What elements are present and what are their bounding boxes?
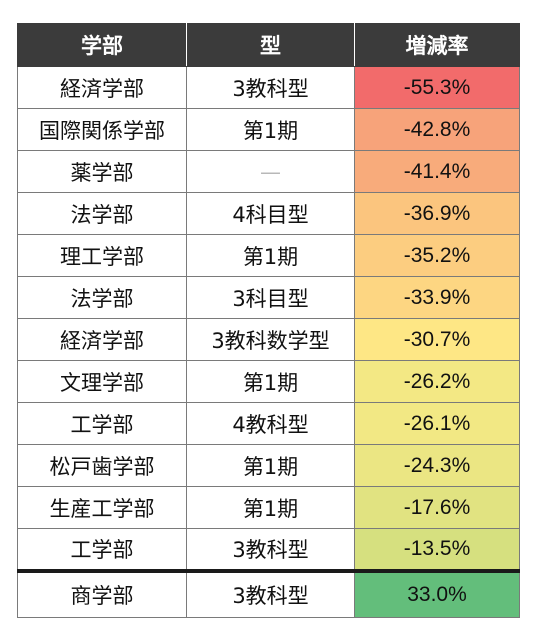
faculty-cell: 経済学部 — [17, 318, 187, 361]
faculty-cell: 工学部 — [17, 402, 187, 445]
type-cell: 4教科型 — [186, 402, 355, 445]
type-cell: — — [186, 150, 355, 193]
table-row: 経済学部 3教科数学型 -30.7% — [17, 318, 520, 361]
table-row: 工学部 4教科型 -26.1% — [17, 402, 520, 445]
type-cell: 3教科型 — [186, 568, 355, 618]
type-cell: 第1期 — [186, 360, 355, 403]
type-cell: 第1期 — [186, 108, 355, 151]
faculty-cell: 松戸歯学部 — [17, 444, 187, 487]
rate-cell: -36.9% — [354, 192, 520, 235]
rate-table-container: 学部 型 増減率 経済学部 3教科型 -55.3% 国際関係学部 第1期 -42… — [17, 23, 520, 618]
table-row-increase: 商学部 3教科型 33.0% — [17, 568, 520, 618]
rate-cell: -13.5% — [354, 528, 520, 571]
type-cell: 第1期 — [186, 444, 355, 487]
table-row: 松戸歯学部 第1期 -24.3% — [17, 444, 520, 487]
rate-cell: -24.3% — [354, 444, 520, 487]
faculty-cell: 商学部 — [17, 568, 187, 618]
type-cell: 3科目型 — [186, 276, 355, 319]
type-cell: 4科目型 — [186, 192, 355, 235]
faculty-cell: 国際関係学部 — [17, 108, 187, 151]
type-cell: 3教科数学型 — [186, 318, 355, 361]
rate-table: 学部 型 増減率 経済学部 3教科型 -55.3% 国際関係学部 第1期 -42… — [17, 23, 520, 618]
faculty-cell: 経済学部 — [17, 66, 187, 109]
header-faculty: 学部 — [17, 23, 187, 67]
table-row: 経済学部 3教科型 -55.3% — [17, 66, 520, 109]
rate-cell: -35.2% — [354, 234, 520, 277]
table-row: 生産工学部 第1期 -17.6% — [17, 486, 520, 529]
type-cell: 3教科型 — [186, 66, 355, 109]
faculty-cell: 薬学部 — [17, 150, 187, 193]
rate-cell: -55.3% — [354, 66, 520, 109]
table-row: 理工学部 第1期 -35.2% — [17, 234, 520, 277]
faculty-cell: 生産工学部 — [17, 486, 187, 529]
rate-cell: -26.2% — [354, 360, 520, 403]
faculty-cell: 理工学部 — [17, 234, 187, 277]
faculty-cell: 文理学部 — [17, 360, 187, 403]
faculty-cell: 工学部 — [17, 528, 187, 571]
rate-cell: -42.8% — [354, 108, 520, 151]
table-row: 工学部 3教科型 -13.5% — [17, 528, 520, 571]
type-cell: 3教科型 — [186, 528, 355, 571]
table-body: 経済学部 3教科型 -55.3% 国際関係学部 第1期 -42.8% 薬学部 —… — [17, 66, 520, 618]
faculty-cell: 法学部 — [17, 192, 187, 235]
rate-cell: -30.7% — [354, 318, 520, 361]
table-row: 国際関係学部 第1期 -42.8% — [17, 108, 520, 151]
rate-cell: -41.4% — [354, 150, 520, 193]
type-cell: 第1期 — [186, 234, 355, 277]
table-row: 文理学部 第1期 -26.2% — [17, 360, 520, 403]
header-type: 型 — [186, 23, 355, 67]
table-row: 法学部 4科目型 -36.9% — [17, 192, 520, 235]
rate-cell: -33.9% — [354, 276, 520, 319]
header-rate: 増減率 — [354, 23, 520, 67]
table-row: 法学部 3科目型 -33.9% — [17, 276, 520, 319]
type-cell: 第1期 — [186, 486, 355, 529]
rate-cell: 33.0% — [354, 568, 520, 618]
faculty-cell: 法学部 — [17, 276, 187, 319]
rate-cell: -17.6% — [354, 486, 520, 529]
table-row: 薬学部 — -41.4% — [17, 150, 520, 193]
header-row: 学部 型 増減率 — [17, 23, 520, 67]
table-header: 学部 型 増減率 — [17, 23, 520, 67]
rate-cell: -26.1% — [354, 402, 520, 445]
